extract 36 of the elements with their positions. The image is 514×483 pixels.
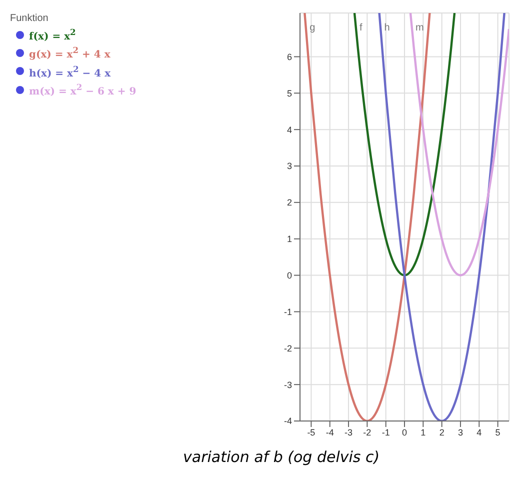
- x-tick-label: -2: [363, 427, 372, 438]
- line-series: [378, 13, 506, 421]
- y-tick-label: 3: [286, 161, 292, 172]
- line-series: [304, 13, 431, 421]
- y-tick-label: -2: [284, 343, 292, 354]
- x-tick-label: 2: [439, 427, 444, 438]
- x-tick-label: 5: [495, 427, 500, 438]
- text: h(x) = x$^{2}$ − 4 x: [29, 64, 111, 79]
- y-tick-label: 6: [286, 52, 292, 62]
- annotation: h: [384, 22, 390, 34]
- annotation: m: [415, 22, 424, 34]
- y-tick-label: -3: [284, 380, 292, 390]
- annotation: f: [359, 22, 362, 34]
- y-tick-label: 1: [286, 234, 292, 244]
- y-tick-label: 2: [286, 198, 292, 208]
- y-tick-label: -4: [284, 416, 292, 426]
- annotation: g: [310, 22, 316, 34]
- x-tick-label: -1: [382, 427, 390, 438]
- line-series: [353, 13, 456, 276]
- legend-title: Funktion: [10, 13, 50, 24]
- text: f(x) = x$^{2}$: [29, 27, 76, 42]
- line-series: [409, 13, 509, 276]
- text: m(x) = x$^{2}$ − 6 x + 9: [29, 82, 136, 98]
- text: g(x) = x$^{2}$ + 4 x: [29, 45, 110, 61]
- x-tick-label: -3: [344, 427, 353, 438]
- y-tick-label: -1: [284, 306, 292, 317]
- x-tick-label: 4: [476, 427, 482, 438]
- x-tick-label: -4: [326, 427, 334, 438]
- y-tick-label: 4: [286, 124, 292, 135]
- y-tick-label: 5: [286, 88, 292, 98]
- x-tick-label: 0: [402, 427, 408, 438]
- x-tick-label: 3: [458, 427, 463, 438]
- y-tick-label: 0: [286, 270, 292, 280]
- text: variation af b (og delvis c): [183, 448, 381, 466]
- x-tick-label: 1: [420, 427, 426, 438]
- x-tick-label: -5: [307, 427, 316, 438]
